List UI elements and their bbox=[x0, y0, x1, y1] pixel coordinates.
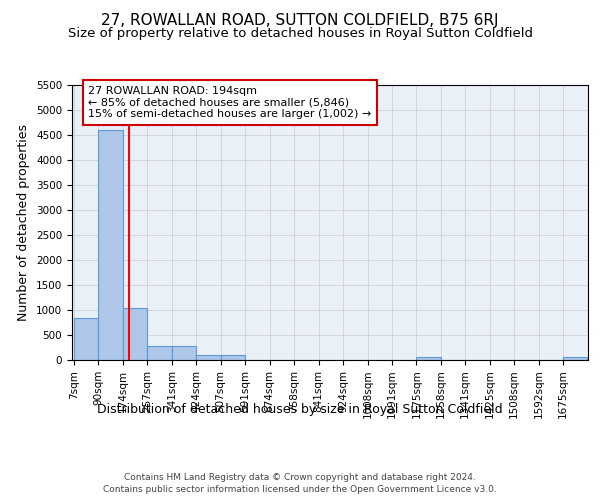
Bar bbox=[196, 355, 221, 360]
Bar bbox=[98, 130, 123, 360]
Text: Distribution of detached houses by size in Royal Sutton Coldfield: Distribution of detached houses by size … bbox=[97, 402, 503, 415]
Bar bbox=[416, 357, 441, 360]
Bar bbox=[221, 355, 245, 360]
Text: Contains public sector information licensed under the Open Government Licence v3: Contains public sector information licen… bbox=[103, 485, 497, 494]
Bar bbox=[74, 318, 98, 360]
Bar bbox=[123, 308, 148, 360]
Text: Size of property relative to detached houses in Royal Sutton Coldfield: Size of property relative to detached ho… bbox=[67, 28, 533, 40]
Y-axis label: Number of detached properties: Number of detached properties bbox=[17, 124, 31, 321]
Text: Contains HM Land Registry data © Crown copyright and database right 2024.: Contains HM Land Registry data © Crown c… bbox=[124, 472, 476, 482]
Text: 27 ROWALLAN ROAD: 194sqm
← 85% of detached houses are smaller (5,846)
15% of sem: 27 ROWALLAN ROAD: 194sqm ← 85% of detach… bbox=[88, 86, 371, 119]
Bar bbox=[148, 346, 172, 360]
Bar bbox=[563, 357, 587, 360]
Text: 27, ROWALLAN ROAD, SUTTON COLDFIELD, B75 6RJ: 27, ROWALLAN ROAD, SUTTON COLDFIELD, B75… bbox=[101, 12, 499, 28]
Bar bbox=[172, 346, 196, 360]
